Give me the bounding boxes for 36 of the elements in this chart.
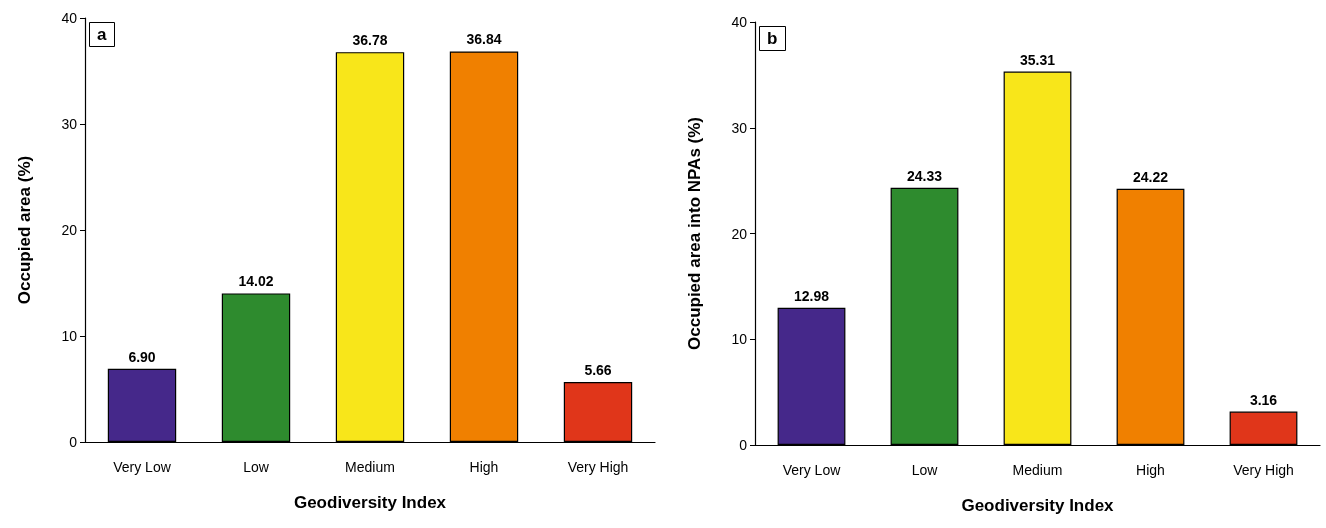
chart-title: b — [767, 29, 778, 48]
y-axis-title: Occupied area (%) — [15, 155, 34, 305]
x-tick-label: Very High — [567, 459, 629, 475]
y-tick-label: 0 — [739, 437, 748, 453]
x-tick-label: Very Low — [113, 459, 172, 475]
data-label: 3.16 — [1249, 391, 1278, 408]
x-axis-title: Geodiversity Index — [961, 496, 1115, 515]
data-label: 12.98 — [793, 287, 830, 304]
x-tick-label: Medium — [1012, 462, 1063, 478]
data-label: 24.22 — [1132, 168, 1169, 185]
x-tick-label: High — [1136, 462, 1165, 478]
x-tick-label: High — [469, 459, 499, 475]
data-label: 5.66 — [584, 362, 612, 378]
data-label: 14.02 — [238, 273, 274, 290]
y-tick-label: 10 — [61, 328, 78, 344]
x-tick-label: Medium — [345, 459, 395, 475]
y-tick-label: 40 — [731, 14, 748, 30]
x-tick-label: Very Low — [782, 462, 842, 478]
x-axis-title: Geodiversity Index — [293, 493, 447, 512]
y-tick-label: 30 — [61, 116, 78, 132]
y-tick-label: 0 — [69, 434, 78, 450]
y-tick-label: 10 — [731, 331, 748, 348]
y-tick-label: 20 — [61, 222, 78, 238]
chart-title: a — [97, 25, 107, 44]
y-tick-label: 30 — [731, 119, 748, 136]
x-tick-label: Low — [243, 459, 270, 475]
data-label: 6.90 — [128, 348, 156, 365]
y-tick-label: 20 — [731, 225, 748, 242]
y-tick-label: 40 — [61, 10, 78, 26]
x-tick-label: Very High — [1233, 462, 1294, 478]
data-label: 36.78 — [352, 32, 388, 49]
data-label: 36.84 — [466, 31, 502, 48]
data-label: 35.31 — [1019, 51, 1056, 68]
data-label: 24.33 — [906, 167, 943, 184]
x-tick-label: Low — [911, 462, 939, 478]
y-axis-title: Occupied area into NPAs (%) — [685, 116, 704, 351]
